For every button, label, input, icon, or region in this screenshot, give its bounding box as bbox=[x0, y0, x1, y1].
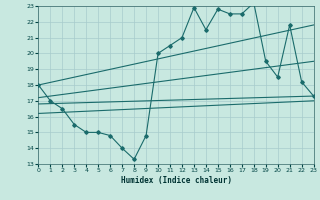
X-axis label: Humidex (Indice chaleur): Humidex (Indice chaleur) bbox=[121, 176, 231, 185]
